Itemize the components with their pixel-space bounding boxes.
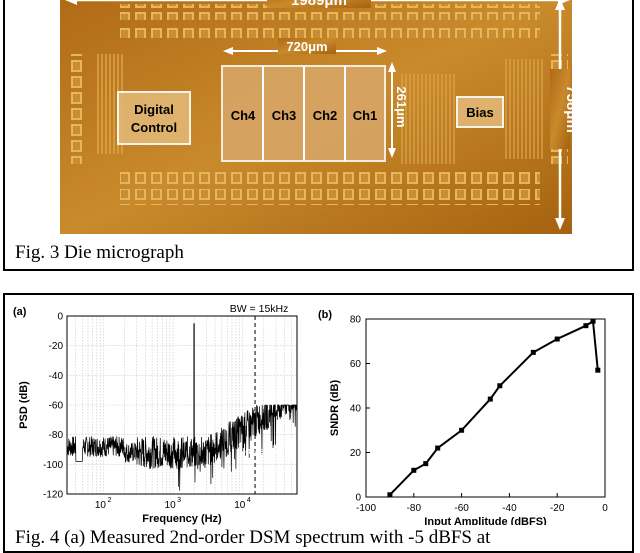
psd-y-tick-label: -80 [49,430,64,441]
height-dim-arrow-bottom [555,218,565,230]
sndr-y-axis-label: SNDR (dB) [329,380,341,437]
sndr-point [423,461,429,467]
width-dim-arrow-left [65,0,77,5]
sndr-x-tick-label: -40 [502,503,517,514]
sndr-point [530,349,536,355]
top-pad-row [120,4,540,20]
sndr-point [435,445,441,451]
array-height-label: 261μm [394,86,409,127]
sndr-x-tick-label: 0 [602,503,608,514]
array-width-label: 720μm [286,39,327,54]
sndr-point [411,467,417,473]
psd-trace [66,403,298,491]
height-label-bg [550,69,570,149]
array-width-label-bg [278,38,336,54]
sndr-y-tick-label: 60 [350,359,362,370]
figure-4-panel: 0 -20 -40 -60 -80 -100 -120 10 2 10 3 10 4 +40dB/deca… [3,293,634,553]
sndr-x-tick-label: -80 [407,503,422,514]
left-pad-column [68,54,86,164]
sndr-chart: 0 20 40 60 80 -100 -80 -60 -40 -20 0 (b) Input Ampli… [318,309,608,525]
psd-y-tick-label: -40 [49,371,64,382]
sndr-x-tick-label: -60 [454,503,469,514]
psd-panel-label: (a) [13,306,27,318]
sndr-point [595,367,601,373]
sndr-point [554,336,560,342]
channel-label-ch3: Ch3 [272,108,297,123]
psd-x-tick-exponent: 2 [107,497,111,504]
height-dim-label: 758μm [563,85,580,133]
channel-label-ch2: Ch2 [313,108,338,123]
psd-y-tick-label: 0 [57,312,63,323]
sndr-point [487,396,493,402]
center-routing [400,74,455,164]
channel-array: Ch4 Ch3 Ch2 Ch1 [221,65,386,162]
psd-frame [66,315,298,495]
digital-control-box [117,91,191,145]
figure-4-caption: Fig. 4 (a) Measured 2nd-order DSM spectr… [15,527,491,548]
figure-3-panel: 1989μm 758μm 720μm 261μm Ch4 Ch3 Ch2 Ch1 [3,0,634,271]
sndr-point [590,318,596,324]
psd-x-tick-label: 10 [234,500,246,511]
height-dim-arrow-top [555,0,565,10]
psd-y-axis-label: PSD (dB) [18,381,30,429]
psd-x-tick-label: 10 [165,500,177,511]
psd-x-axis-label: Frequency (Hz) [142,513,222,525]
psd-bw-label: BW = 15kHz [230,303,289,315]
array-width-arrow-right [377,47,387,55]
psd-y-tick-label: -120 [43,490,63,501]
sndr-frame [365,318,606,498]
sndr-x-axis-label: Input Amplitude (dBFS) [424,516,547,525]
psd-y-tick-label: -100 [43,460,63,471]
bias-box [456,96,504,128]
sndr-point [497,383,503,389]
digital-control-block: Digital Control [117,91,191,145]
width-dim-label: 1989μm [291,0,347,9]
digital-control-label-2: Control [131,120,177,135]
bias-block: Bias [456,96,504,128]
psd-slope-triangle [264,437,293,461]
die-micrograph: 1989μm 758μm 720μm 261μm Ch4 Ch3 Ch2 Ch1 [5,0,632,234]
psd-y-tick-label: -60 [49,401,64,412]
psd-x-tick-label: 10 [95,500,107,511]
channel-label-ch1: Ch1 [353,108,378,123]
sndr-y-tick-label: 20 [350,448,362,459]
sndr-point [459,427,465,433]
digital-control-label-1: Digital [134,102,174,117]
psd-slope-label: +40dB/decade [242,447,291,456]
psd-x-tick-exponent: 4 [247,497,251,504]
sndr-y-tick-label: 80 [350,315,362,326]
sndr-point [387,492,393,498]
bottom-pad-row [120,189,540,205]
array-height-arrow-bottom [388,148,396,158]
sndr-point [583,323,589,329]
array-width-arrow-left [223,47,233,55]
sndr-y-tick-label: 40 [350,404,362,415]
width-label-bg [267,0,371,8]
array-height-arrow-top [388,62,396,72]
bias-label: Bias [466,105,493,120]
psd-x-tick-exponent: 3 [177,497,181,504]
bottom-pad-row-2 [120,172,540,186]
right-routing [505,59,545,159]
top-pad-row-2 [120,24,540,38]
channel-label-ch4: Ch4 [231,108,256,123]
psd-y-tick-label: -20 [49,341,64,352]
sndr-x-tick-label: -20 [550,503,565,514]
sndr-panel-label: (b) [318,309,332,321]
sndr-x-tick-label: -100 [356,503,376,514]
sndr-y-tick-label: 0 [355,493,361,504]
figure-3-caption: Fig. 3 Die micrograph [15,242,184,263]
